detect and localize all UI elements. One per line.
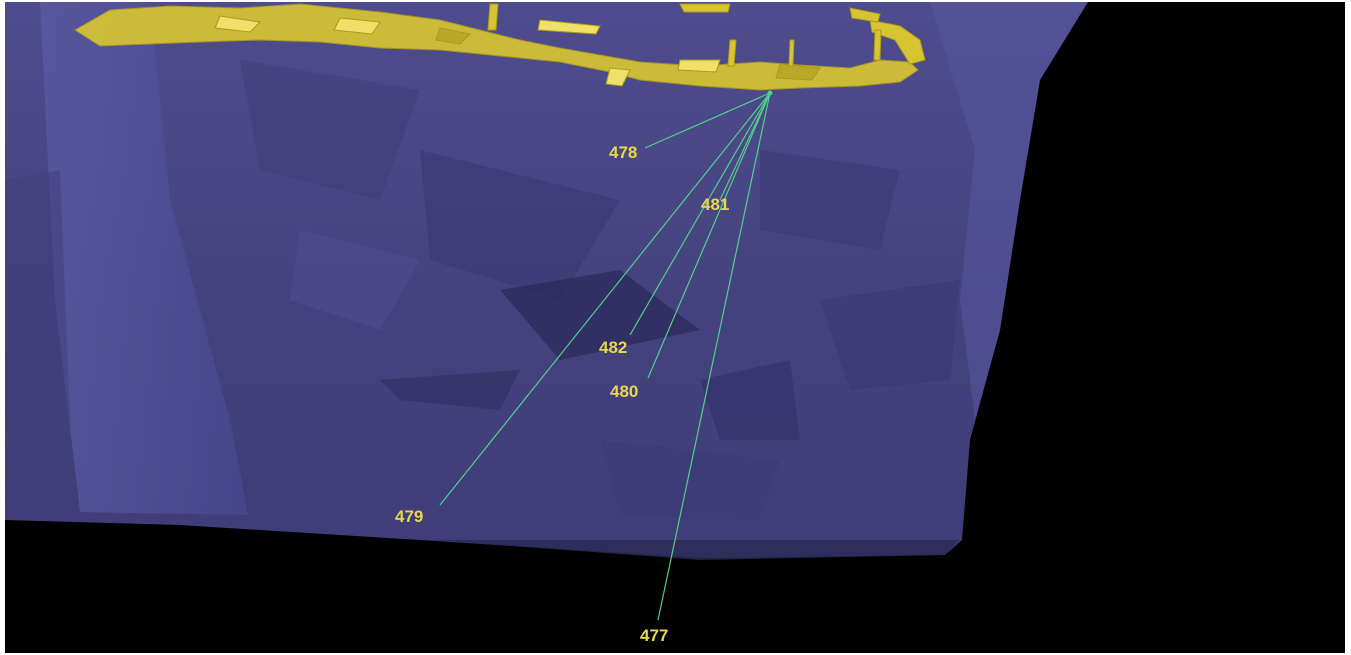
drillhole-label-481[interactable]: 481 — [701, 195, 729, 214]
drillhole-trace-481[interactable] — [719, 92, 771, 201]
drillhole-label-477[interactable]: 477 — [640, 626, 668, 645]
orebody-mesh — [74, 3, 926, 91]
drillhole-trace-480[interactable] — [647, 92, 771, 379]
drillhole-trace-478[interactable] — [644, 92, 771, 149]
drillhole-label-479[interactable]: 479 — [395, 507, 423, 526]
drillhole-trace-482[interactable] — [629, 92, 771, 336]
drillhole-label-482[interactable]: 482 — [599, 338, 627, 357]
drillhole-labels: 478 481 482 480 479 477 — [395, 143, 729, 645]
drillhole-trace-479[interactable] — [439, 92, 771, 506]
drillhole-traces — [439, 92, 771, 621]
drillhole-collar-marker[interactable] — [767, 90, 773, 96]
drillhole-label-478[interactable]: 478 — [609, 143, 637, 162]
geology-surface — [5, 2, 1088, 560]
drillhole-trace-477[interactable] — [657, 92, 771, 621]
drillhole-label-480[interactable]: 480 — [610, 382, 638, 401]
